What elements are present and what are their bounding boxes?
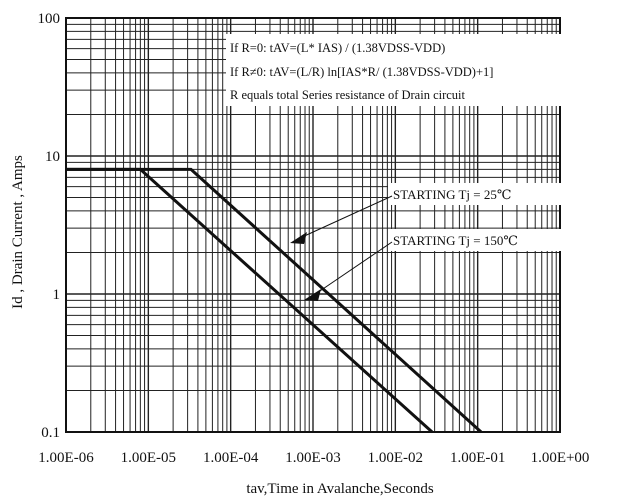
formula-line-r-nonzero-text: If R≠0: tAV=(L/R) ln[IAS*R/ (1.38VDSS-VD… [230,65,493,79]
formula-line-r-definition: R equals total Series resistance of Drai… [230,88,466,102]
x-tick-label: 1.00E-04 [203,450,259,466]
formula-line-r-nonzero: If R≠0: tAV=(L/R) ln[IAS*R/ (1.38VDSS-VD… [230,65,493,79]
series-callout-150c-background [388,229,566,251]
formula-annotation: If R=0: tAV=(L* IAS) / (1.38VDSS-VDD) If… [226,34,562,106]
x-tick-label: 1.00E-05 [121,450,176,466]
series-callout-25c: STARTING Tj = 25℃ [290,183,570,244]
y-axis-title: Id , Drain Current , Amps [10,155,26,309]
series-callout-150c-leader [313,241,393,296]
series-callout-150c: STARTING Tj = 150℃ [304,229,566,301]
formula-annotation-background [226,34,562,106]
x-tick-label: 1.00E-01 [450,450,505,466]
series-label-150c: STARTING Tj = 150℃ [393,233,518,248]
x-tick-label: 1.00E-02 [368,450,423,466]
series-layer [66,167,483,434]
y-tick-label: 100 [38,11,61,27]
series-callout-25c-background [388,183,570,205]
y-tick-label: 10 [45,149,60,165]
x-tick-label: 1.00E+00 [531,450,590,466]
formula-line-r-definition-text: R equals total Series resistance of Drai… [230,88,466,102]
series-label-25c: STARTING Tj = 25℃ [393,187,511,202]
x-tick-label: 1.00E-06 [38,450,94,466]
x-axis-title: tav,Time in Avalanche,Seconds [246,481,433,497]
tick-labels: 1.00E-06 1.00E-05 1.00E-04 1.00E-03 1.00E-02… [38,11,590,466]
y-tick-label: 1 [53,287,61,303]
series-callout-25c-arrowhead-icon [290,232,307,244]
y-tick-label: 0.1 [41,425,60,441]
series-callout-25c-leader [299,195,393,239]
series-line-1 [66,167,434,434]
plot-frame [65,17,561,433]
formula-line-r-zero-text: If R=0: tAV=(L* IAS) / (1.38VDSS-VDD) [230,41,445,55]
x-tick-label: 1.00E-03 [285,450,340,466]
formula-line-r-zero: If R=0: tAV=(L* IAS) / (1.38VDSS-VDD) [230,41,445,55]
series-callout-150c-arrowhead-icon [304,289,321,301]
